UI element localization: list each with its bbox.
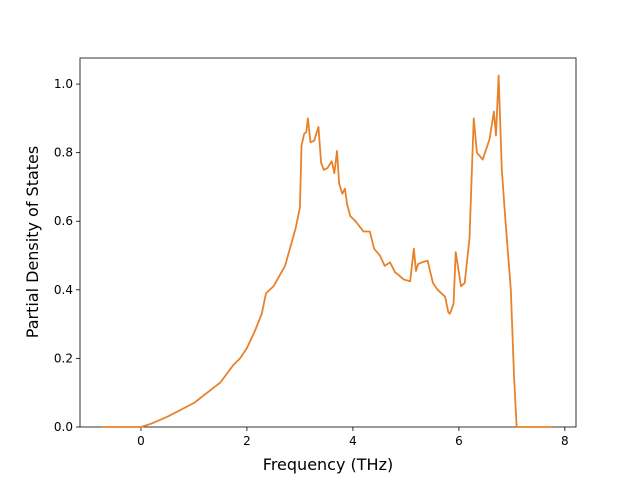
- y-tick-label: 0.0: [54, 420, 73, 434]
- x-tick-label: 0: [137, 434, 145, 448]
- y-axis-title: Partial Density of States: [23, 146, 42, 338]
- x-tick-label: 8: [561, 434, 569, 448]
- y-tick-label: 0.4: [54, 283, 73, 297]
- y-tick-label: 0.2: [54, 351, 73, 365]
- x-tick-label: 6: [455, 434, 463, 448]
- y-tick-label: 0.8: [54, 146, 73, 160]
- plot-frame: [79, 57, 577, 428]
- x-axis-title: Frequency (THz): [263, 455, 393, 474]
- x-tick-label: 2: [243, 434, 251, 448]
- x-tick-label: 4: [349, 434, 357, 448]
- y-tick-label: 1.0: [54, 77, 73, 91]
- data-line: [101, 74, 553, 428]
- y-tick-label: 0.6: [54, 214, 73, 228]
